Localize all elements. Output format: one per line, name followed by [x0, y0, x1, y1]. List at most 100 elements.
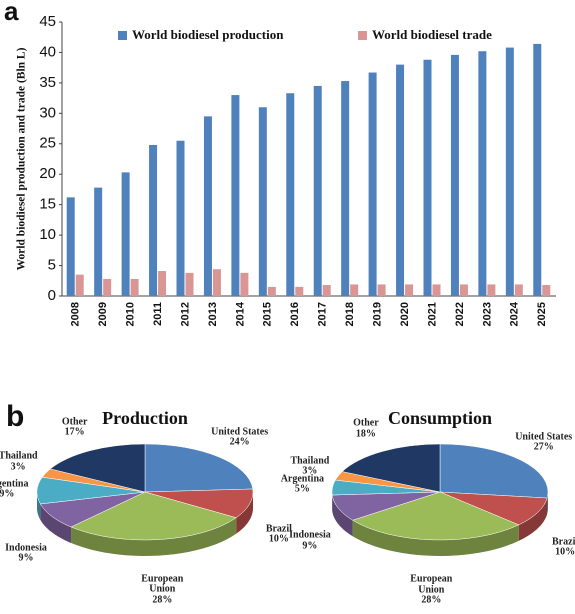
x-tick-label: 2023 — [481, 302, 493, 326]
slice-percent: 18% — [355, 428, 376, 440]
slice-side — [332, 495, 353, 537]
slice-label: Argentina 5% — [267, 474, 337, 495]
slice-side — [352, 520, 519, 556]
x-tick-label: 2015 — [262, 302, 274, 326]
pie-slice — [49, 443, 146, 493]
bar — [295, 286, 304, 296]
panel-label: a — [4, 0, 19, 26]
bar — [130, 278, 139, 296]
bar — [176, 140, 185, 296]
slice-percent: 10% — [268, 533, 289, 545]
slice-name: Other — [61, 416, 88, 428]
bar — [377, 284, 386, 296]
slice-percent: 3% — [302, 465, 318, 477]
x-tick-label: 2014 — [234, 301, 246, 326]
slice-name: Argentina — [280, 473, 325, 485]
slice-name: United States — [515, 431, 573, 443]
bar — [75, 274, 84, 296]
pie-title: Consumption — [388, 408, 492, 428]
slice-name: European Union — [410, 573, 453, 595]
slice-label: United States 27% — [509, 432, 575, 453]
slice-label: Thailand 3% — [275, 456, 345, 477]
bar — [423, 59, 432, 296]
slice-label: United States 24% — [205, 427, 275, 448]
legend-label: World biodiesel production — [132, 27, 284, 42]
slice-label: Thailand 3% — [0, 450, 53, 473]
bar — [231, 95, 240, 296]
pie-slice — [144, 443, 254, 493]
slice-name: Indonesia — [5, 542, 47, 554]
pie-slice — [352, 491, 520, 541]
slice-label: Indonesia 9% — [275, 529, 345, 552]
slice-name: Argentina — [0, 478, 29, 490]
bar — [267, 286, 276, 296]
slice-name: Brazil — [552, 536, 575, 548]
slice-side — [37, 492, 41, 520]
bar — [203, 116, 212, 296]
pie-slice — [341, 443, 441, 493]
bar — [459, 284, 468, 296]
x-tick-label: 2022 — [454, 302, 466, 326]
bar — [185, 272, 194, 296]
pie-title: Production — [102, 408, 188, 428]
slice-percent: 10% — [555, 546, 575, 558]
bar — [158, 271, 167, 296]
x-tick-label: 2010 — [125, 302, 137, 326]
bar — [450, 54, 459, 296]
pie-slice — [70, 491, 237, 541]
bar — [258, 107, 267, 296]
bar — [341, 81, 350, 296]
y-tick-label: 20 — [39, 165, 56, 182]
bar — [149, 144, 158, 296]
y-tick-label: 45 — [39, 13, 56, 30]
x-tick-label: 2009 — [97, 302, 109, 326]
slice-percent: 28% — [421, 594, 442, 606]
x-tick-label: 2024 — [509, 301, 521, 326]
slice-side — [40, 503, 72, 543]
bar — [313, 85, 322, 296]
slice-name: United States — [211, 426, 269, 438]
legend-swatch — [358, 31, 367, 40]
bar — [121, 172, 130, 296]
slice-side — [71, 517, 237, 556]
slice-label: European Union 28% — [127, 573, 197, 606]
bar — [322, 285, 331, 296]
bar — [240, 272, 249, 296]
x-tick-label: 2013 — [207, 302, 219, 326]
slice-percent: 9% — [18, 552, 34, 564]
x-tick-label: 2018 — [344, 302, 356, 326]
x-tick-label: 2021 — [426, 302, 438, 326]
slice-name: Thailand — [0, 450, 38, 462]
bar — [103, 278, 112, 296]
y-tick-label: 5 — [48, 257, 56, 274]
slice-label: Argentina9% — [0, 479, 42, 500]
slice-percent: 5% — [294, 483, 310, 495]
bar — [432, 284, 441, 296]
bar — [487, 284, 496, 296]
y-tick-label: 35 — [39, 74, 56, 91]
slice-label: European Union 28% — [396, 573, 466, 607]
x-tick-label: 2020 — [399, 302, 411, 326]
slice-name: Other — [353, 417, 379, 429]
legend-swatch — [118, 31, 127, 40]
slice-name: Thailand — [290, 455, 330, 467]
slice-percent: 17% — [64, 426, 85, 438]
x-tick-label: 2025 — [536, 302, 548, 326]
x-tick-label: 2012 — [179, 302, 191, 326]
x-tick-label: 2008 — [70, 302, 82, 326]
bar — [514, 284, 523, 296]
bar — [94, 187, 103, 296]
bar — [478, 51, 487, 296]
y-tick-label: 25 — [39, 135, 56, 152]
slice-percent: 28% — [152, 594, 173, 606]
panel-label: b — [6, 400, 24, 433]
slice-percent: 24% — [229, 436, 250, 448]
slice-percent: 3% — [10, 461, 26, 473]
y-tick-label: 30 — [39, 104, 56, 121]
y-tick-label: 15 — [39, 196, 56, 213]
slice-name: Indonesia — [289, 529, 331, 541]
bar — [212, 269, 221, 296]
